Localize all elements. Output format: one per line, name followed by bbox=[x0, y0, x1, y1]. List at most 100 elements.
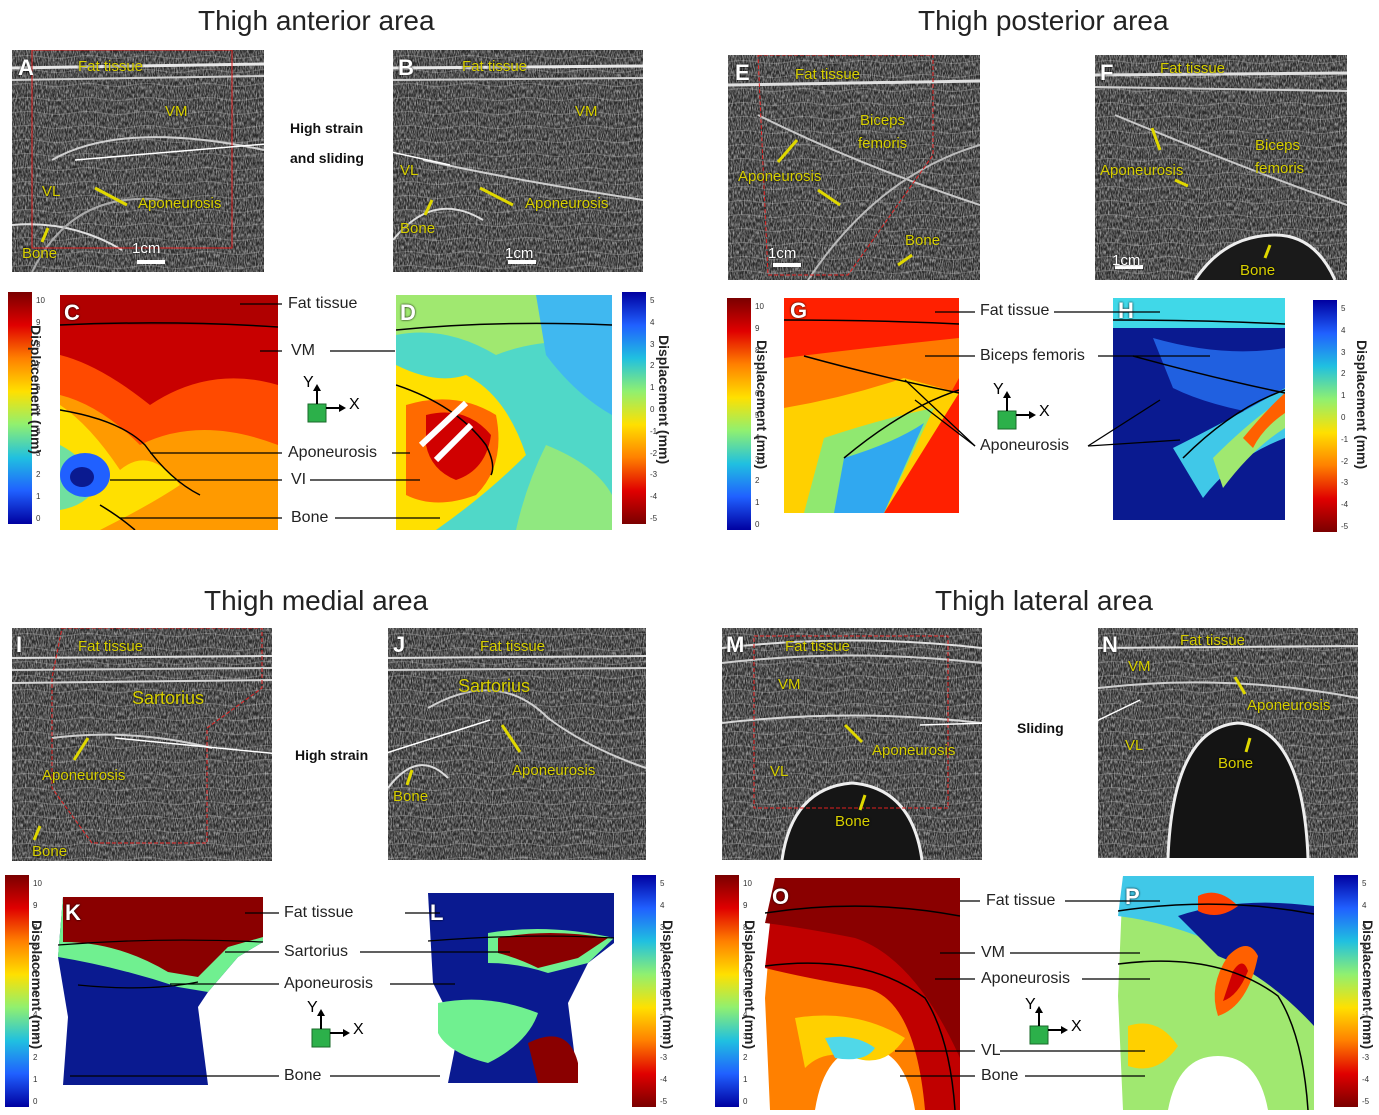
label-c: C bbox=[64, 300, 80, 325]
colorbar-g-tick: 8 bbox=[755, 345, 760, 355]
us-b-apo: Aponeurosis bbox=[525, 195, 609, 212]
map-h bbox=[1112, 298, 1286, 520]
colorbar-h-tick: 2 bbox=[1341, 369, 1346, 379]
colorbar-p-tick: 1 bbox=[1362, 966, 1367, 976]
colorbar-d-tick: -2 bbox=[650, 448, 658, 458]
colorbar-o-tick: 4 bbox=[743, 1009, 748, 1019]
colorbar-c-tick: 10 bbox=[36, 296, 45, 305]
colorbar-h-tick: 0 bbox=[1341, 413, 1346, 422]
colorbar-h-tick: 5 bbox=[1341, 304, 1346, 313]
colorbar-d-tick: -1 bbox=[650, 426, 658, 436]
label-p: P bbox=[1125, 884, 1140, 909]
ann-cd-vi: VI bbox=[289, 471, 309, 489]
us-e-scale: 1cm bbox=[768, 245, 797, 262]
label-h: H bbox=[1118, 298, 1134, 323]
colorbar-c-tick: 2 bbox=[36, 470, 41, 480]
map-c bbox=[59, 295, 279, 531]
axis-y-kl: Y bbox=[307, 999, 318, 1016]
us-panel-f bbox=[1095, 55, 1347, 280]
us-e-apo: Aponeurosis bbox=[738, 168, 822, 185]
colorbar-h-tick: 4 bbox=[1341, 325, 1346, 335]
colorbar-d-tick: -4 bbox=[650, 492, 658, 502]
ann-kl-bone: Bone bbox=[282, 1067, 324, 1085]
colorbar-g-tick: 6 bbox=[755, 389, 760, 399]
us-a-vm: VM bbox=[165, 103, 188, 120]
colorbar-g bbox=[727, 298, 751, 530]
us-i-apo: Aponeurosis bbox=[42, 767, 126, 784]
us-m-apo: Aponeurosis bbox=[872, 742, 956, 759]
label-d: D bbox=[400, 300, 416, 325]
us-n-vl: VL bbox=[1125, 737, 1144, 754]
colorbar-o-tick: 7 bbox=[743, 944, 748, 954]
colorbar-p bbox=[1334, 875, 1358, 1107]
ann-gh-biceps: Biceps femoris bbox=[978, 347, 1087, 365]
ann-op-fat: Fat tissue bbox=[984, 892, 1058, 910]
us-n-fat: Fat tissue bbox=[1180, 632, 1246, 649]
colorbar-d-tick: 0 bbox=[650, 405, 655, 414]
ann-op-apo: Aponeurosis bbox=[979, 970, 1072, 988]
colorbar-l-tick: 2 bbox=[660, 944, 665, 954]
colorbar-c-tick: 3 bbox=[36, 448, 41, 458]
us-m-bone: Bone bbox=[835, 813, 871, 830]
colorbar-c-tick: 1 bbox=[36, 492, 41, 502]
colorbar-c bbox=[8, 292, 32, 524]
us-panel-i bbox=[12, 628, 272, 861]
colorbar-h-tick: 3 bbox=[1341, 347, 1346, 357]
us-a-scale: 1cm bbox=[132, 240, 161, 257]
us-j-bone: Bone bbox=[393, 788, 429, 805]
axis-y-op: Y bbox=[1025, 996, 1036, 1013]
colorbar-g-tick: 10 bbox=[755, 302, 764, 311]
colorbar-g-tick: 2 bbox=[755, 476, 760, 486]
colorbar-o-tick: 6 bbox=[743, 966, 748, 976]
map-p bbox=[1117, 876, 1315, 1111]
us-a-apo: Aponeurosis bbox=[138, 195, 222, 212]
label-k: K bbox=[65, 900, 81, 925]
ann-cd-bone: Bone bbox=[289, 509, 331, 527]
colorbar-k-tick: 4 bbox=[33, 1009, 38, 1019]
colorbar-h-tick: -2 bbox=[1341, 456, 1349, 466]
us-a-bone: Bone bbox=[22, 245, 58, 262]
us-i-bone: Bone bbox=[32, 843, 68, 860]
colorbar-g-tick: 4 bbox=[755, 432, 760, 442]
colorbar-p-tick: -3 bbox=[1362, 1053, 1370, 1063]
colorbar-l-title: Displacement (mm) bbox=[660, 920, 676, 1050]
colorbar-l bbox=[632, 875, 656, 1107]
us-j-sart: Sartorius bbox=[458, 676, 531, 696]
axes-op: Y X bbox=[1022, 996, 1092, 1060]
colorbar-o bbox=[715, 875, 739, 1107]
callout-sliding: Sliding bbox=[1017, 720, 1064, 736]
colorbar-l-tick: -4 bbox=[660, 1075, 668, 1085]
axis-y-cd: Y bbox=[303, 374, 314, 391]
ann-cd-apo: Aponeurosis bbox=[286, 444, 379, 462]
colorbar-o-tick: 9 bbox=[743, 900, 748, 910]
colorbar-h-tick: -4 bbox=[1341, 500, 1349, 510]
us-m-vl: VL bbox=[770, 763, 789, 780]
colorbar-k-tick: 2 bbox=[33, 1053, 38, 1063]
colorbar-h-tick: 1 bbox=[1341, 391, 1346, 401]
us-b-bone: Bone bbox=[400, 220, 436, 237]
label-j: J bbox=[393, 632, 406, 657]
us-i-fat: Fat tissue bbox=[78, 638, 144, 655]
colorbar-l-tick: -5 bbox=[660, 1097, 668, 1106]
colorbar-p-tick: -4 bbox=[1362, 1075, 1370, 1085]
ann-cd-fat: Fat tissue bbox=[286, 295, 360, 313]
colorbar-k-tick: 1 bbox=[33, 1075, 38, 1085]
us-panel-n bbox=[1098, 628, 1358, 858]
label-b: B bbox=[398, 55, 414, 80]
ann-op-vl: VL bbox=[979, 1042, 1003, 1060]
us-e-biceps2: femoris bbox=[858, 135, 908, 152]
title-posterior: Thigh posterior area bbox=[918, 5, 1169, 36]
callout-high-strain: High strain bbox=[295, 747, 369, 763]
colorbar-o-tick: 0 bbox=[743, 1097, 748, 1106]
us-n-apo: Aponeurosis bbox=[1247, 697, 1331, 714]
colorbar-d-title: Displacement (mm) bbox=[656, 335, 672, 465]
colorbar-g-tick: 3 bbox=[755, 454, 760, 464]
colorbar-c-tick: 4 bbox=[36, 426, 41, 436]
colorbar-p-title: Displacement (mm) bbox=[1360, 920, 1376, 1050]
colorbar-g-tick: 9 bbox=[755, 323, 760, 333]
ann-cd-vm: VM bbox=[289, 342, 317, 360]
colorbar-k-tick: 0 bbox=[33, 1097, 38, 1106]
colorbar-o-tick: 10 bbox=[743, 879, 752, 888]
ann-kl-fat: Fat tissue bbox=[282, 904, 356, 922]
colorbar-k-tick: 5 bbox=[33, 988, 38, 997]
